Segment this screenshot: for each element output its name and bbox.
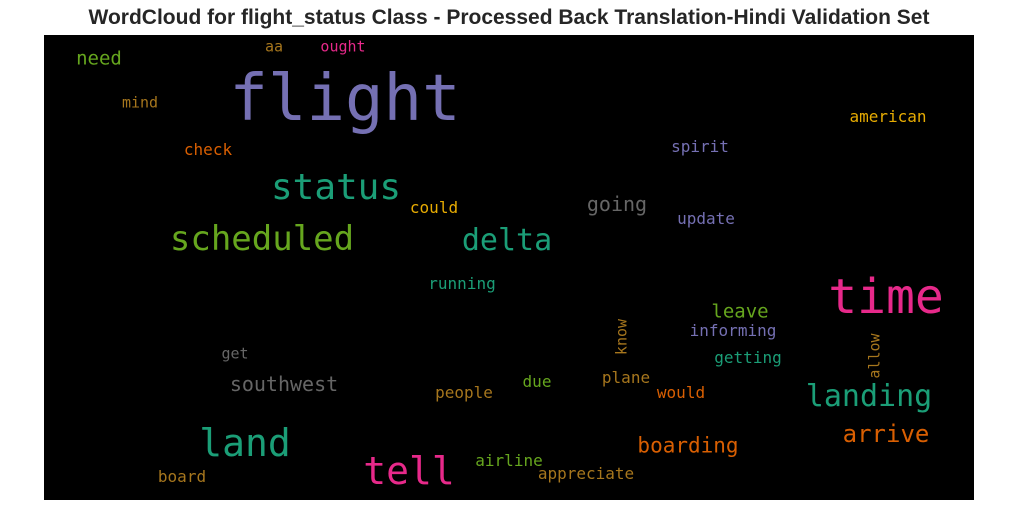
word-leave: leave <box>711 300 769 323</box>
word-scheduled: scheduled <box>169 219 355 259</box>
word-running: running <box>428 274 496 293</box>
word-boarding: boarding <box>637 433 739 458</box>
word-going: going <box>586 192 648 216</box>
word-informing: informing <box>689 321 777 340</box>
word-american: american <box>849 107 927 126</box>
word-mind: mind <box>121 93 159 112</box>
word-tell: tell <box>363 449 455 493</box>
word-would: would <box>656 383 706 402</box>
word-aa: aa <box>264 37 284 56</box>
word-cloud: flight time status scheduled delta land … <box>44 35 974 500</box>
word-delta: delta <box>461 223 553 258</box>
chart-title: WordCloud for flight_status Class - Proc… <box>88 6 930 29</box>
word-southwest: southwest <box>229 372 339 396</box>
word-need: need <box>76 47 122 70</box>
word-plane: plane <box>601 368 651 387</box>
word-airline: airline <box>475 451 543 470</box>
word-landing: landing <box>805 379 933 414</box>
word-could: could <box>409 198 459 217</box>
word-appreciate: appreciate <box>537 464 635 483</box>
word-flight: flight <box>229 62 461 136</box>
word-due: due <box>522 372 552 391</box>
word-get: get <box>221 344 249 363</box>
word-status: status <box>270 167 402 208</box>
word-ought: ought <box>320 37 366 56</box>
word-check: check <box>183 140 233 159</box>
word-board: board <box>157 467 207 486</box>
word-allow: allow <box>865 333 884 379</box>
word-update: update <box>677 209 735 228</box>
word-people: people <box>435 383 493 402</box>
word-time: time <box>828 269 944 325</box>
word-spirit: spirit <box>671 137 729 156</box>
word-land: land <box>199 421 291 465</box>
word-arrive: arrive <box>842 420 930 448</box>
word-know: know <box>612 318 631 356</box>
word-getting: getting <box>714 348 782 367</box>
